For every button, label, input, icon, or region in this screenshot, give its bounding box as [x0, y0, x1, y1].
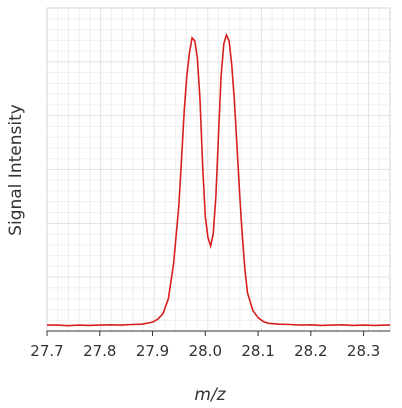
x-tick-label: 28.0 — [189, 342, 222, 360]
x-tick-label: 28.3 — [347, 342, 380, 360]
grid-lines — [47, 8, 390, 331]
x-tick-labels: 27.7 27.8 27.9 28.0 28.1 28.2 28.3 — [30, 331, 380, 360]
x-tick-label: 28.1 — [241, 342, 274, 360]
x-tick-label: 27.8 — [83, 342, 116, 360]
x-tick-label: 27.7 — [30, 342, 63, 360]
x-tick-label: 27.9 — [136, 342, 169, 360]
series-line — [47, 32, 390, 327]
x-tick-label: 28.2 — [294, 342, 327, 360]
x-axis-title: m/z — [194, 385, 226, 405]
y-axis-title: Signal Intensity — [6, 104, 26, 236]
